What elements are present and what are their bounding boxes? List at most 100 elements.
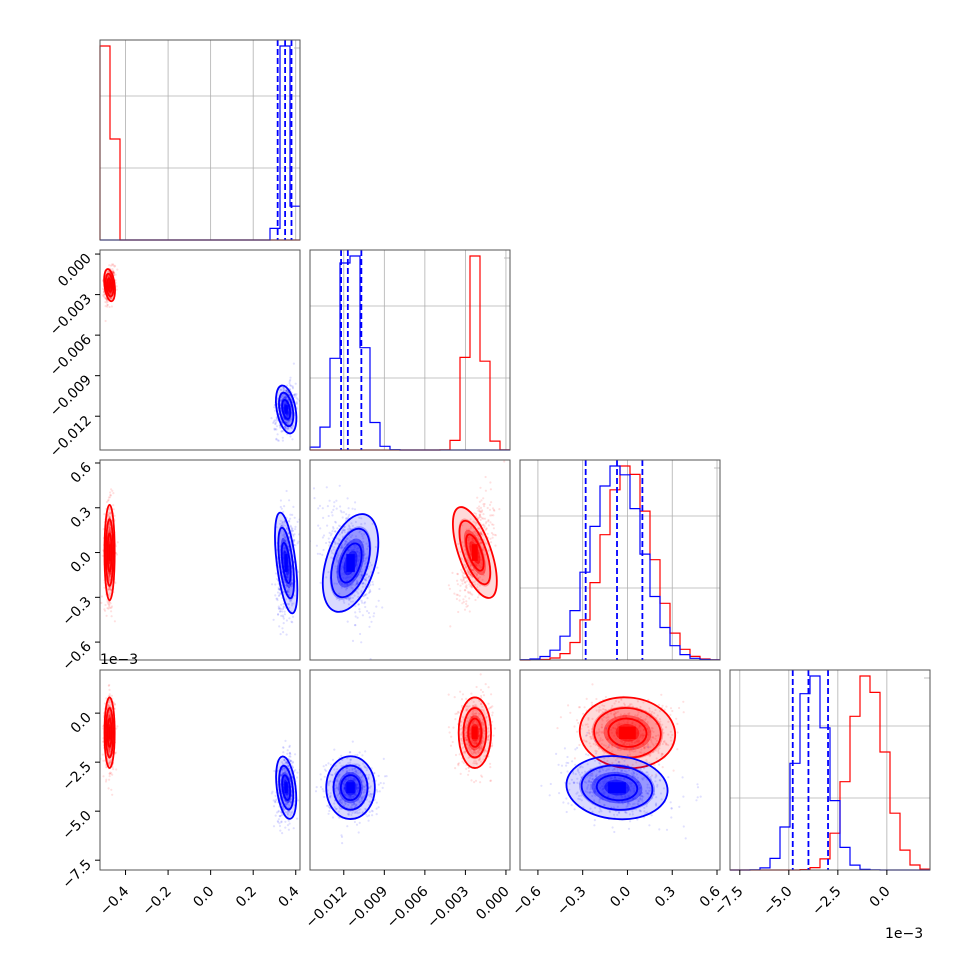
scatter-point <box>475 533 478 537</box>
scatter-point <box>273 419 276 422</box>
scatter-point <box>453 592 456 595</box>
scatter-point <box>476 538 479 541</box>
scatter-point <box>354 624 357 627</box>
scatter-point <box>289 517 292 520</box>
scatter-point <box>344 539 348 543</box>
scatter-point <box>476 723 479 726</box>
scatter-point <box>489 488 492 491</box>
scatter-point <box>356 550 359 553</box>
scatter-point <box>474 703 477 706</box>
scatter-point <box>288 536 291 539</box>
scatter-point <box>357 555 360 558</box>
scatter-point <box>467 571 470 574</box>
scatter-point <box>493 509 496 512</box>
scatter-point <box>115 285 118 288</box>
scatter-point <box>489 779 492 783</box>
scatter-point <box>289 376 292 379</box>
scatter-point <box>110 298 113 301</box>
scatter-point <box>109 586 112 589</box>
scatter-point <box>338 592 341 595</box>
scatter-point <box>107 761 111 765</box>
scatter-point <box>341 535 344 538</box>
scatter-point <box>112 272 115 275</box>
scatter-point <box>482 737 485 740</box>
scatter-point <box>467 571 470 574</box>
scatter-point <box>468 591 472 594</box>
scatter-point <box>292 827 295 830</box>
scatter-point <box>297 799 300 802</box>
scatter-point <box>280 421 283 424</box>
scatter-point <box>489 514 492 517</box>
scatter-point <box>289 583 292 586</box>
scatter-point <box>464 731 468 734</box>
scatter-point <box>345 597 348 600</box>
scatter-point <box>335 570 338 573</box>
scatter-point <box>484 553 487 556</box>
scatter-point <box>272 805 276 808</box>
scatter-point <box>491 711 494 714</box>
scatter-point <box>478 758 481 761</box>
scatter-point <box>107 496 110 499</box>
scatter-point <box>336 576 339 579</box>
scatter-point <box>345 517 348 520</box>
scatter-point <box>346 620 349 623</box>
scatter-point <box>283 769 286 772</box>
scatter-point <box>460 704 463 708</box>
scatter-point <box>296 776 299 779</box>
scatter-point <box>275 419 278 422</box>
scatter-point <box>470 715 473 719</box>
scatter-point <box>290 583 294 586</box>
scatter-point <box>316 552 319 555</box>
scatter-point <box>322 548 325 552</box>
scatter-point <box>292 362 295 365</box>
scatter-point <box>272 421 275 424</box>
scatter-point <box>344 540 347 543</box>
scatter-point <box>111 268 114 271</box>
scatter-point <box>113 620 116 623</box>
scatter-point <box>487 727 490 730</box>
scatter-point <box>447 693 450 696</box>
scatter-point <box>475 762 478 765</box>
scatter-point <box>468 745 471 749</box>
scatter-point <box>108 574 111 577</box>
scatter-point <box>347 603 350 606</box>
scatter-point <box>487 524 490 527</box>
scatter-point <box>481 740 484 743</box>
scatter-point <box>280 603 283 606</box>
scatter-point <box>473 531 476 534</box>
scatter-point <box>492 523 495 526</box>
scatter-point <box>106 303 109 306</box>
scatter-point <box>277 594 280 598</box>
scatter-point <box>356 582 359 585</box>
scatter-point <box>484 529 487 532</box>
scatter-point <box>328 531 331 535</box>
scatter-point <box>282 606 285 609</box>
scatter-point <box>473 534 476 537</box>
scatter-point <box>107 607 110 610</box>
scatter-point <box>482 574 485 577</box>
scatter-point <box>288 600 292 603</box>
scatter-point <box>447 726 450 729</box>
scatter-point <box>482 730 485 733</box>
scatter-point <box>327 571 330 574</box>
scatter-point <box>285 772 288 775</box>
scatter-point <box>465 705 469 708</box>
scatter-point <box>284 539 287 542</box>
scatter-point <box>346 537 349 540</box>
scatter-point <box>360 570 363 573</box>
scatter-point <box>473 511 476 515</box>
scatter-point <box>472 538 475 542</box>
scatter-point <box>465 697 468 701</box>
scatter-point <box>478 505 481 508</box>
scatter-point <box>479 561 482 564</box>
scatter-point <box>114 264 117 267</box>
scatter-point <box>485 716 488 719</box>
scatter-point <box>489 537 492 540</box>
scatter-point <box>494 534 497 537</box>
scatter-point <box>291 424 294 428</box>
scatter-point <box>286 576 289 579</box>
scatter-point <box>284 425 287 428</box>
scatter-point <box>479 518 482 522</box>
scatter-point <box>278 607 281 611</box>
scatter-point <box>276 613 280 616</box>
